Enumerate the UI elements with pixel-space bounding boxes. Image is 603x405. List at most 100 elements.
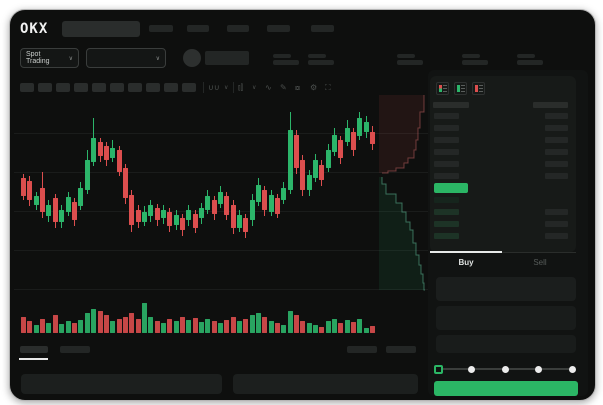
volume-bar — [326, 321, 331, 333]
book-bids-icon[interactable] — [454, 82, 467, 95]
last-price-badge[interactable] — [434, 183, 468, 193]
volume-bar — [237, 321, 242, 333]
candle — [243, 218, 248, 232]
candle — [231, 205, 236, 228]
bottom-action-1[interactable] — [347, 346, 377, 353]
bottom-tab-active[interactable] — [20, 346, 48, 353]
slider-dot[interactable] — [568, 365, 576, 373]
line-tools-icon[interactable]: ∿ — [265, 83, 272, 92]
timeframe-button[interactable] — [164, 83, 178, 92]
ask-price-bar[interactable] — [434, 125, 459, 131]
total-field[interactable] — [436, 335, 576, 353]
gridline — [14, 289, 428, 290]
ask-price-bar[interactable] — [434, 149, 459, 155]
volume-bar — [142, 303, 147, 333]
ask-amount-bar[interactable] — [545, 125, 568, 131]
timeframe-button[interactable] — [110, 83, 124, 92]
stat-label-skeleton — [462, 54, 480, 58]
ask-amount-bar[interactable] — [545, 161, 568, 167]
depth-chart — [379, 95, 425, 291]
bottom-action-2[interactable] — [386, 346, 416, 353]
orders-panel-skeleton — [21, 374, 222, 394]
volume-bar — [370, 326, 375, 333]
slider-handle[interactable] — [433, 364, 443, 374]
book-both-icon-line — [443, 91, 447, 92]
slider-dot[interactable] — [501, 365, 509, 373]
volume-bar — [46, 323, 51, 333]
candle — [218, 192, 223, 204]
ask-amount-bar[interactable] — [545, 137, 568, 143]
candle-style-icon[interactable]: ⫾⫿ — [238, 83, 244, 92]
volume-bar — [123, 317, 128, 333]
volume-bar — [250, 315, 255, 333]
amount-input[interactable] — [436, 306, 576, 330]
pair-selector-dropdown[interactable]: ∨ — [86, 48, 166, 68]
slider-dot[interactable] — [468, 365, 475, 373]
search-input[interactable] — [62, 21, 140, 37]
nav-item-3[interactable] — [227, 25, 249, 32]
book-bids-icon-line — [461, 85, 465, 86]
ask-price-bar[interactable] — [434, 161, 459, 167]
ask-amount-bar[interactable] — [545, 173, 568, 179]
book-both-icon[interactable] — [436, 82, 449, 95]
book-asks-icon-bar — [475, 85, 478, 92]
ask-price-bar[interactable] — [434, 173, 459, 179]
volume-bar — [300, 321, 305, 333]
draw-icon[interactable]: ✎ — [280, 83, 287, 92]
bottom-tab-2[interactable] — [60, 346, 90, 353]
gridline — [14, 250, 428, 251]
orderbook-header-amount — [533, 102, 568, 108]
candle — [370, 132, 375, 144]
ask-price-bar[interactable] — [434, 113, 459, 119]
slider-dot[interactable] — [535, 365, 542, 373]
book-asks-icon-line — [479, 85, 483, 86]
timeframe-button[interactable] — [182, 83, 196, 92]
candle — [110, 148, 115, 158]
timeframe-button[interactable] — [56, 83, 70, 92]
ask-amount-bar[interactable] — [545, 149, 568, 155]
price-input[interactable] — [436, 277, 576, 301]
nav-item-1[interactable] — [149, 25, 173, 32]
candle — [85, 160, 90, 190]
timeframe-button[interactable] — [74, 83, 88, 92]
indicator-icon[interactable]: ∪∪ — [208, 83, 220, 92]
spot-trading-dropdown[interactable]: Spot Trading ∨ — [20, 48, 79, 68]
volume-bar — [186, 320, 191, 333]
bid-amount-bar[interactable] — [545, 233, 568, 239]
volume-bar — [59, 324, 64, 333]
nav-item-4[interactable] — [267, 25, 290, 32]
candle — [212, 200, 217, 214]
sell-tab[interactable]: Sell — [533, 258, 547, 267]
buy-submit-button[interactable] — [434, 381, 578, 396]
nav-item-2[interactable] — [187, 25, 209, 32]
candle — [167, 212, 172, 226]
book-asks-icon[interactable] — [472, 82, 485, 95]
nav-item-5[interactable] — [311, 25, 334, 32]
chevron-down-icon[interactable]: ∨ — [252, 85, 257, 91]
bid-amount-bar[interactable] — [545, 209, 568, 215]
timeframe-button[interactable] — [20, 83, 34, 92]
buy-tab[interactable]: Buy — [458, 258, 474, 267]
bid-price-bar[interactable] — [434, 221, 459, 227]
candle — [345, 128, 350, 142]
stat-value-skeleton — [397, 60, 423, 65]
bid-price-bar[interactable] — [434, 197, 459, 203]
candle — [338, 140, 343, 158]
volume-bar — [27, 321, 32, 333]
bid-price-bar[interactable] — [434, 233, 459, 239]
ask-price-bar[interactable] — [434, 137, 459, 143]
timeframe-button[interactable] — [146, 83, 160, 92]
chevron-down-icon[interactable]: ∨ — [224, 85, 229, 91]
camera-icon[interactable]: ⧇ — [295, 83, 301, 92]
toolbar-divider — [203, 82, 204, 93]
settings-icon[interactable]: ⚙ — [310, 83, 318, 92]
bid-price-bar[interactable] — [434, 209, 459, 215]
fullscreen-icon[interactable]: ⛶ — [325, 83, 331, 92]
candle — [53, 198, 58, 222]
book-both-icon-line — [443, 85, 447, 86]
timeframe-button[interactable] — [38, 83, 52, 92]
ask-amount-bar[interactable] — [545, 113, 568, 119]
timeframe-button[interactable] — [92, 83, 106, 92]
timeframe-button[interactable] — [128, 83, 142, 92]
bid-amount-bar[interactable] — [545, 221, 568, 227]
